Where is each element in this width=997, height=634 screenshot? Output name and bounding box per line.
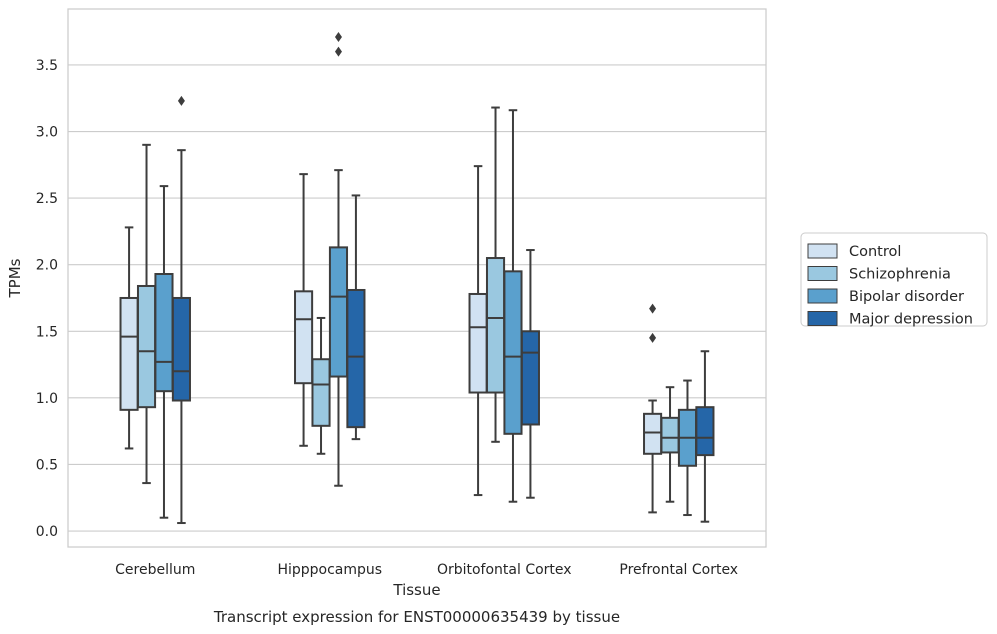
box-iqr xyxy=(660,416,680,454)
box-iqr xyxy=(171,296,191,402)
y-axis-label: TPMs xyxy=(6,258,24,298)
box-2-1 xyxy=(485,106,506,443)
y-tick-label: 2.0 xyxy=(36,258,58,274)
legend-label: Schizophrenia xyxy=(849,267,951,283)
legend: Control Schizophrenia Bipolar disorder Majo… xyxy=(800,232,988,328)
box-2-0 xyxy=(468,165,488,497)
y-tick-label: 0.5 xyxy=(36,457,58,473)
legend-label: Bipolar disorder xyxy=(849,289,964,305)
legend-item: Control xyxy=(807,243,901,260)
legend-item: Major depression xyxy=(807,311,973,328)
x-tick-label: Prefrontal Cortex xyxy=(619,562,738,578)
legend-label: Control xyxy=(849,244,901,260)
box-0-3 xyxy=(171,95,191,525)
box-iqr xyxy=(485,257,506,394)
box-1-3 xyxy=(346,194,366,441)
chart-caption: Transcript expression for ENST0000063543… xyxy=(213,608,620,626)
legend-label: Major depression xyxy=(849,312,973,328)
plot-frame xyxy=(67,8,767,548)
box-2-2 xyxy=(503,109,523,503)
box-0-2 xyxy=(154,185,174,519)
box-iqr xyxy=(695,406,715,457)
outlier-point xyxy=(177,95,185,106)
box-3-1 xyxy=(660,386,680,503)
y-tick-label: 2.5 xyxy=(36,191,58,207)
box-iqr xyxy=(311,358,331,427)
outlier-point xyxy=(649,332,657,343)
y-tick-label: 0.0 xyxy=(36,524,58,540)
legend-swatch xyxy=(807,288,838,304)
outlier-point xyxy=(334,46,342,57)
y-tick-labels: 0.0 0.5 1.0 1.5 2.0 2.5 3.0 3.5 xyxy=(36,58,58,540)
outlier-point xyxy=(649,303,657,314)
legend-item: Schizophrenia xyxy=(807,266,951,283)
y-tick-label: 1.0 xyxy=(36,391,58,407)
box-iqr xyxy=(119,296,139,411)
legend-swatch xyxy=(807,311,838,326)
x-axis-label: Tissue xyxy=(392,581,440,599)
box-iqr xyxy=(328,246,349,378)
x-tick-label: Orbitofontal Cortex xyxy=(437,562,572,578)
box-2-3 xyxy=(520,249,540,499)
box-1-1 xyxy=(311,316,331,455)
y-tick-label: 1.5 xyxy=(36,324,58,340)
box-groups xyxy=(119,31,715,525)
box-1-2 xyxy=(328,31,349,487)
y-tick-label: 3.0 xyxy=(36,125,58,141)
y-tick-label: 3.5 xyxy=(36,58,58,74)
box-3-2 xyxy=(677,379,698,517)
box-1-0 xyxy=(294,173,314,447)
x-tick-label: Hipppocampus xyxy=(277,562,382,578)
box-iqr xyxy=(294,290,314,385)
box-iqr xyxy=(346,288,366,429)
box-iqr xyxy=(136,284,157,409)
box-0-0 xyxy=(119,226,139,450)
box-iqr xyxy=(503,270,523,435)
box-3-3 xyxy=(695,350,715,523)
box-iqr xyxy=(520,330,540,426)
box-0-1 xyxy=(136,143,157,485)
outlier-point xyxy=(334,31,342,42)
box-iqr xyxy=(468,292,488,394)
legend-swatch xyxy=(807,243,838,259)
x-tick-labels: Cerebellum Hipppocampus Orbitofontal Corte… xyxy=(115,562,738,578)
box-iqr xyxy=(643,412,663,455)
x-tick-label: Cerebellum xyxy=(115,562,195,578)
legend-swatch xyxy=(807,266,838,281)
legend-frame xyxy=(800,232,988,327)
box-3-0 xyxy=(643,303,663,514)
box-iqr xyxy=(154,273,174,393)
legend-item: Bipolar disorder xyxy=(807,288,964,305)
